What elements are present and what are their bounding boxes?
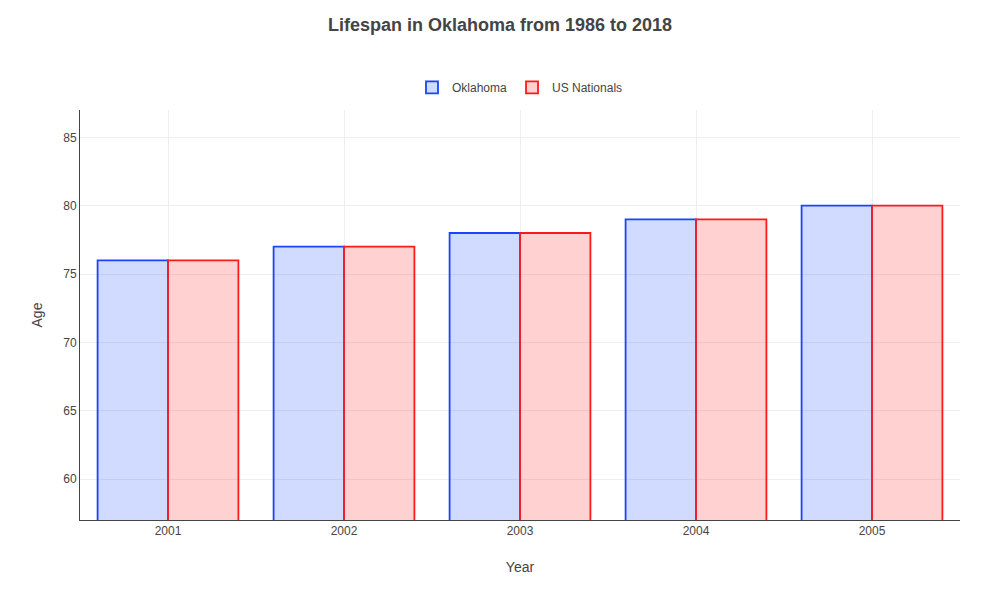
svg-text:75: 75 xyxy=(63,267,77,281)
svg-text:Lifespan in Oklahoma from 1986: Lifespan in Oklahoma from 1986 to 2018 xyxy=(328,15,672,35)
svg-text:80: 80 xyxy=(63,199,77,213)
svg-text:Year: Year xyxy=(506,559,535,575)
svg-text:70: 70 xyxy=(63,336,77,350)
svg-text:85: 85 xyxy=(63,131,77,145)
svg-text:2001: 2001 xyxy=(155,524,182,538)
svg-text:2002: 2002 xyxy=(331,524,358,538)
svg-text:65: 65 xyxy=(63,404,77,418)
svg-text:60: 60 xyxy=(63,472,77,486)
svg-text:2005: 2005 xyxy=(859,524,886,538)
svg-text:Age: Age xyxy=(29,302,45,327)
svg-text:Oklahoma: Oklahoma xyxy=(452,81,507,95)
svg-text:US Nationals: US Nationals xyxy=(552,81,622,95)
svg-text:2003: 2003 xyxy=(507,524,534,538)
svg-text:2004: 2004 xyxy=(683,524,710,538)
